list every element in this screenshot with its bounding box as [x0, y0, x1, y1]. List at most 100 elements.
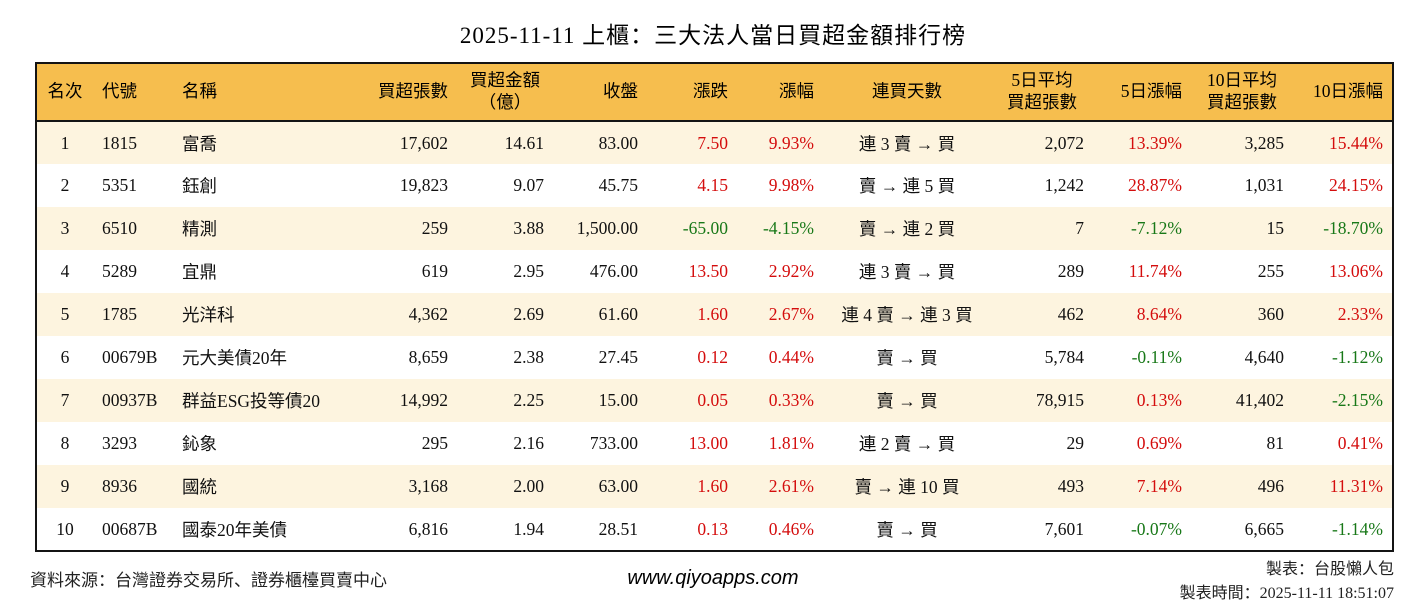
cell-consecutive-buy-days: 賣 → 連 2 買: [858, 219, 956, 239]
cell-change: 13.50: [688, 261, 728, 281]
cell-net-buy-amount: 2.16: [513, 433, 544, 453]
table-row: 7 00937B 群益ESG投等債20 14,992 2.25 15.00 0.…: [36, 379, 1393, 422]
cell-avg5-volume: 2,072: [1044, 132, 1084, 153]
table-row: 1 1815 富喬 17,602 14.61 83.00 7.50 9.93% …: [36, 121, 1393, 164]
table-header-row: 名次 代號 名稱 買超張數 買超金額 （億） 收盤 漲跌 漲幅 連買天數 5日平…: [36, 63, 1393, 122]
cell-avg5-volume: 7,601: [1044, 518, 1084, 539]
column-header-name: 名稱: [173, 63, 339, 122]
data-source-note: 資料來源：台灣證券交易所、證券櫃檯買賣中心: [30, 571, 387, 590]
cell-close: 1,500.00: [576, 218, 638, 238]
column-header-consecutive-buy-days: 連買天數: [823, 63, 991, 122]
cell-change5-pct: 7.14%: [1136, 476, 1182, 496]
cell-avg5-volume: 78,915: [1035, 390, 1084, 410]
cell-close: 733.00: [589, 433, 638, 453]
cell-avg10-volume: 6,665: [1244, 518, 1284, 539]
cell-name: 富喬: [182, 133, 217, 154]
cell-change5-pct: 0.69%: [1136, 433, 1182, 453]
cell-change10-pct: 0.41%: [1337, 433, 1383, 453]
cell-net-buy-volume: 19,823: [399, 175, 448, 195]
column-header-change5-pct: 5日漲幅: [1093, 63, 1191, 122]
page-title: 2025-11-11 上櫃：三大法人當日買超金額排行榜: [459, 23, 967, 48]
cell-code: 3293: [102, 433, 137, 453]
cell-rank: 1: [60, 132, 70, 153]
cell-avg10-volume: 255: [1257, 261, 1284, 281]
column-header-net-buy-volume: 買超張數: [339, 63, 457, 122]
cell-name: 國泰20年美債: [182, 519, 287, 540]
cell-rank: 9: [60, 476, 70, 496]
cell-change5-pct: 8.64%: [1136, 304, 1182, 324]
cell-change-pct: 2.61%: [768, 476, 814, 496]
table-row: 3 6510 精測 259 3.88 1,500.00 -65.00 -4.15…: [36, 207, 1393, 250]
cell-consecutive-buy-days: 連 2 賣 → 買: [858, 434, 956, 454]
cell-consecutive-buy-days: 連 3 賣 → 買: [858, 262, 956, 282]
cell-net-buy-amount: 2.38: [513, 347, 544, 367]
cell-change10-pct: -1.14%: [1331, 518, 1383, 539]
table-row: 4 5289 宜鼎 619 2.95 476.00 13.50 2.92% 連 …: [36, 250, 1393, 293]
cell-change: 0.05: [697, 390, 728, 410]
column-header-change: 漲跌: [647, 63, 737, 122]
cell-change5-pct: -0.07%: [1130, 518, 1182, 539]
cell-change: -65.00: [682, 218, 728, 238]
cell-code: 5351: [102, 175, 137, 195]
cell-avg10-volume: 496: [1257, 476, 1284, 496]
cell-net-buy-amount: 3.88: [513, 218, 544, 238]
column-header-net-buy-amount: 買超金額 （億）: [457, 63, 553, 122]
cell-net-buy-volume: 619: [421, 261, 448, 281]
table-row: 8 3293 鈊象 295 2.16 733.00 13.00 1.81% 連 …: [36, 422, 1393, 465]
cell-consecutive-buy-days: 連 4 賣 → 連 3 買: [841, 305, 973, 325]
cell-consecutive-buy-days: 連 3 賣 → 買: [858, 133, 956, 154]
cell-change-pct: 9.98%: [768, 175, 814, 195]
cell-name: 元大美債20年: [182, 348, 287, 368]
cell-change-pct: 2.92%: [768, 261, 814, 281]
cell-avg10-volume: 360: [1257, 304, 1284, 324]
cell-net-buy-amount: 1.94: [513, 518, 544, 539]
cell-name: 宜鼎: [182, 262, 217, 282]
cell-consecutive-buy-days: 賣 → 連 5 買: [858, 176, 956, 196]
cell-consecutive-buy-days: 賣 → 買: [876, 519, 938, 540]
cell-code: 1785: [102, 304, 137, 324]
cell-name: 群益ESG投等債20: [182, 391, 321, 411]
cell-close: 83.00: [598, 132, 638, 153]
table-row: 2 5351 鈺創 19,823 9.07 45.75 4.15 9.98% 賣…: [36, 164, 1393, 207]
cell-net-buy-amount: 2.69: [513, 304, 544, 324]
cell-name: 國統: [182, 477, 217, 497]
cell-close: 476.00: [589, 261, 638, 281]
cell-net-buy-amount: 14.61: [504, 132, 544, 153]
cell-change5-pct: -0.11%: [1131, 347, 1182, 367]
cell-change10-pct: 2.33%: [1337, 304, 1383, 324]
cell-close: 15.00: [598, 390, 638, 410]
cell-code: 8936: [102, 476, 137, 496]
cell-change10-pct: -18.70%: [1323, 218, 1383, 238]
credits-block: 製表：台股懶人包 製表時間：2025-11-11 18:51:07: [1180, 558, 1394, 606]
column-header-change-pct: 漲幅: [737, 63, 823, 122]
cell-change10-pct: -1.12%: [1331, 347, 1383, 367]
cell-change: 0.12: [697, 347, 728, 367]
cell-avg5-volume: 289: [1057, 261, 1084, 281]
cell-code: 00937B: [102, 390, 158, 410]
generated-time-note: 製表時間：2025-11-11 18:51:07: [1179, 585, 1394, 602]
cell-change5-pct: 11.74%: [1128, 261, 1182, 281]
cell-avg5-volume: 7: [1075, 218, 1084, 238]
column-header-change10-pct: 10日漲幅: [1293, 63, 1393, 122]
cell-change-pct: 0.33%: [768, 390, 814, 410]
cell-change: 7.50: [697, 132, 728, 153]
cell-avg5-volume: 29: [1066, 433, 1085, 453]
cell-avg5-volume: 1,242: [1044, 175, 1084, 195]
cell-change: 0.13: [697, 518, 728, 539]
cell-change10-pct: 15.44%: [1329, 132, 1383, 153]
cell-change-pct: 9.93%: [768, 132, 814, 153]
cell-net-buy-volume: 3,168: [408, 476, 448, 496]
cell-rank: 6: [60, 347, 70, 367]
column-header-avg10-volume: 10日平均 買超張數: [1191, 63, 1293, 122]
maker-note: 製表：台股懶人包: [1265, 561, 1394, 578]
cell-change5-pct: -7.12%: [1130, 218, 1182, 238]
column-header-rank: 名次: [36, 63, 93, 122]
cell-change: 4.15: [697, 175, 728, 195]
cell-change10-pct: 11.31%: [1329, 476, 1383, 496]
table-row: 9 8936 國統 3,168 2.00 63.00 1.60 2.61% 賣 …: [36, 465, 1393, 508]
cell-code: 1815: [102, 132, 137, 153]
cell-net-buy-volume: 14,992: [399, 390, 448, 410]
cell-rank: 7: [60, 390, 70, 410]
cell-avg5-volume: 462: [1057, 304, 1084, 324]
cell-change: 13.00: [688, 433, 728, 453]
